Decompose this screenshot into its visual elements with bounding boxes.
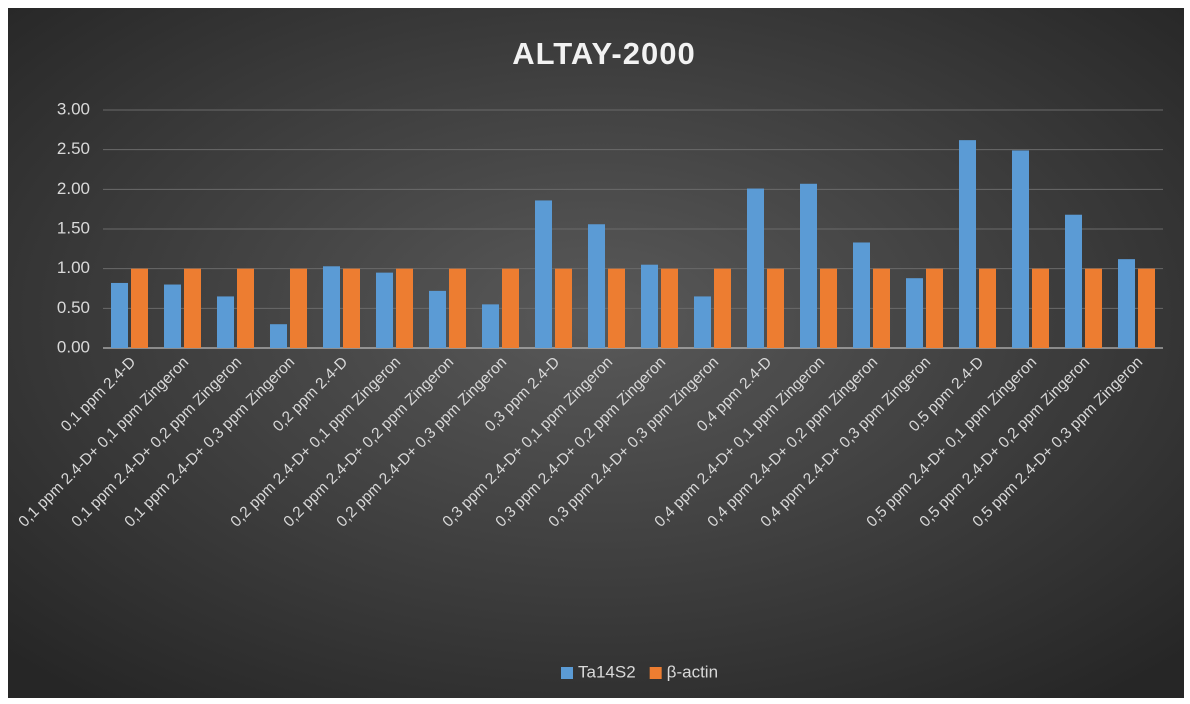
bar — [853, 242, 870, 348]
bar — [906, 278, 923, 348]
bar — [661, 268, 678, 348]
bar — [237, 268, 254, 348]
bar — [1065, 214, 1082, 348]
bar — [217, 296, 234, 348]
bar — [555, 268, 572, 348]
bar — [959, 140, 976, 348]
bar — [608, 268, 625, 348]
bar — [535, 200, 552, 348]
y-tick-label: 0.50 — [57, 298, 90, 317]
bar — [820, 268, 837, 348]
bar — [694, 296, 711, 348]
bar — [1118, 259, 1135, 348]
bar — [184, 268, 201, 348]
bar — [714, 268, 731, 348]
bar — [1012, 150, 1029, 348]
bar — [323, 266, 340, 348]
bar — [270, 324, 287, 348]
bar — [343, 268, 360, 348]
y-tick-label: 2.00 — [57, 179, 90, 198]
bar — [449, 268, 466, 348]
bar — [131, 268, 148, 348]
bar — [641, 264, 658, 348]
bar — [1085, 268, 1102, 348]
bar — [111, 282, 128, 348]
bar — [290, 268, 307, 348]
bar — [873, 268, 890, 348]
bar — [1032, 268, 1049, 348]
bar — [588, 224, 605, 348]
bar — [502, 268, 519, 348]
legend-label: Ta14S2 — [578, 662, 636, 681]
legend-swatch — [649, 667, 662, 679]
bar — [164, 284, 181, 348]
bar — [767, 268, 784, 348]
bar — [800, 183, 817, 348]
bar — [482, 304, 499, 348]
bar — [396, 268, 413, 348]
y-tick-label: 2.50 — [57, 139, 90, 158]
bar — [926, 268, 943, 348]
bar — [376, 272, 393, 348]
y-tick-label: 3.00 — [57, 99, 90, 118]
legend-label: β-actin — [667, 662, 718, 681]
y-tick-label: 1.00 — [57, 258, 90, 277]
y-tick-label: 1.50 — [57, 218, 90, 237]
chart-title: ALTAY-2000 — [512, 36, 695, 71]
bar — [1138, 268, 1155, 348]
y-tick-label: 0.00 — [57, 337, 90, 356]
bar — [979, 268, 996, 348]
chart-background — [8, 8, 1184, 698]
bar — [747, 188, 764, 348]
legend-swatch — [561, 667, 573, 679]
bar — [429, 290, 446, 348]
